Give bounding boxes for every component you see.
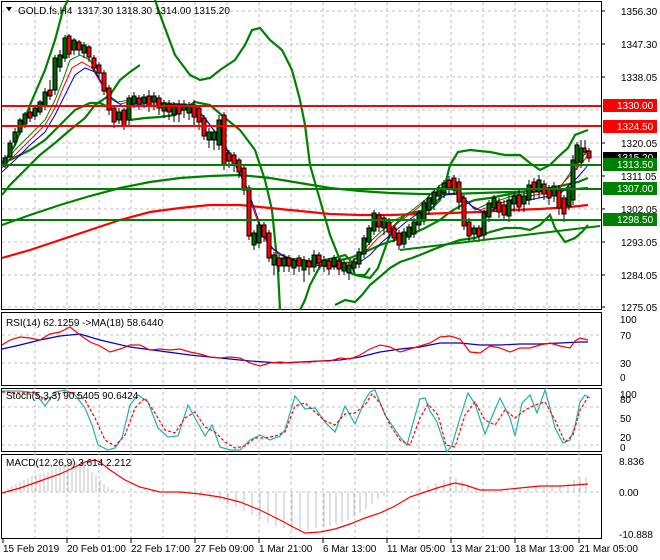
svg-text:20 Feb 01:00: 20 Feb 01:00 bbox=[67, 544, 126, 555]
svg-text:0: 0 bbox=[620, 443, 626, 454]
svg-text:15 Feb 2019: 15 Feb 2019 bbox=[3, 544, 60, 555]
svg-text:1307.00: 1307.00 bbox=[617, 184, 654, 195]
macd-histogram bbox=[7, 462, 587, 531]
svg-text:1320.05: 1320.05 bbox=[621, 139, 658, 150]
macd-signal-line bbox=[1, 459, 589, 534]
svg-text:1293.05: 1293.05 bbox=[621, 238, 658, 249]
horizontal-grid bbox=[2, 10, 601, 493]
svg-text:1302.05: 1302.05 bbox=[621, 205, 658, 216]
stoch-signal-line bbox=[1, 391, 589, 449]
level-lines bbox=[2, 105, 601, 221]
svg-text:0: 0 bbox=[620, 373, 626, 384]
svg-text:21 Mar 05:00: 21 Mar 05:00 bbox=[579, 544, 638, 555]
svg-text:0.00: 0.00 bbox=[619, 488, 639, 499]
svg-text:70: 70 bbox=[620, 331, 632, 342]
svg-text:1356.30: 1356.30 bbox=[621, 7, 658, 18]
macd-label: MACD(12,26,9) 3.614 2.212 bbox=[6, 458, 132, 469]
svg-text:8.836: 8.836 bbox=[619, 457, 644, 468]
svg-text:100: 100 bbox=[620, 390, 637, 401]
svg-text:11 Mar 05:00: 11 Mar 05:00 bbox=[387, 544, 446, 555]
svg-text:1311.05: 1311.05 bbox=[621, 172, 657, 183]
candlesticks bbox=[2, 34, 592, 282]
rsi-panel bbox=[1, 326, 589, 367]
svg-text:1284.05: 1284.05 bbox=[621, 271, 658, 282]
svg-text:1347.30: 1347.30 bbox=[621, 40, 658, 51]
stoch-panel bbox=[1, 387, 591, 454]
svg-text:1 Mar 21:00: 1 Mar 21:00 bbox=[259, 544, 313, 555]
svg-text:27 Feb 09:00: 27 Feb 09:00 bbox=[195, 544, 254, 555]
ohlc-values: 1317.30 1318.30 1314.00 1315.20 bbox=[77, 6, 230, 17]
svg-text:1324.50: 1324.50 bbox=[617, 122, 654, 133]
dropdown-triangle-icon bbox=[6, 7, 12, 11]
panel-frames bbox=[1, 1, 602, 539]
svg-text:30: 30 bbox=[620, 359, 632, 370]
macd-axis: 8.836 0.00 -10.888 bbox=[619, 457, 653, 541]
svg-text:1338.05: 1338.05 bbox=[621, 73, 658, 84]
fast-ma-lines bbox=[1, 54, 589, 268]
rsi-line bbox=[1, 326, 589, 367]
svg-text:1313.50: 1313.50 bbox=[617, 160, 654, 171]
svg-text:80: 80 bbox=[620, 395, 632, 406]
level-tags: 1330.00 1324.50 1313.50 1307.00 1298.50 bbox=[603, 99, 657, 226]
trendline-support bbox=[399, 225, 601, 251]
svg-text:20: 20 bbox=[620, 433, 632, 444]
long-ma-line bbox=[1, 203, 589, 260]
chart-header: GOLD.fs,H4 1317.30 1318.30 1314.00 1315.… bbox=[6, 6, 230, 17]
rsi-axis: 100 70 30 0 bbox=[620, 315, 637, 384]
svg-text:-10.888: -10.888 bbox=[619, 530, 653, 541]
symbol-label: GOLD.fs,H4 bbox=[18, 6, 73, 17]
svg-text:22 Feb 17:00: 22 Feb 17:00 bbox=[131, 544, 190, 555]
stoch-axis: 100 80 50 20 0 bbox=[620, 390, 637, 454]
price-axis: 1356.30 1347.30 1338.05 1320.05 1311.05 … bbox=[601, 7, 658, 314]
svg-text:1330.00: 1330.00 bbox=[617, 101, 654, 112]
svg-text:18 Mar 13:00: 18 Mar 13:00 bbox=[515, 544, 574, 555]
svg-text:100: 100 bbox=[620, 315, 637, 326]
vertical-grid bbox=[34, 2, 580, 538]
svg-text:6 Mar 13:00: 6 Mar 13:00 bbox=[323, 544, 377, 555]
slow-ma-line bbox=[1, 173, 589, 227]
svg-text:50: 50 bbox=[620, 414, 632, 425]
svg-text:13 Mar 21:00: 13 Mar 21:00 bbox=[451, 544, 510, 555]
svg-text:1298.50: 1298.50 bbox=[617, 215, 654, 226]
stoch-label: Stoch(5,3,3) 90.5405 90.6424 bbox=[6, 391, 139, 402]
time-axis: 15 Feb 2019 20 Feb 01:00 22 Feb 17:00 27… bbox=[2, 539, 638, 555]
svg-text:1275.05: 1275.05 bbox=[621, 303, 658, 314]
rsi-label: RSI(14) 62.1259 ->MA(18) 58.6440 bbox=[6, 318, 163, 329]
